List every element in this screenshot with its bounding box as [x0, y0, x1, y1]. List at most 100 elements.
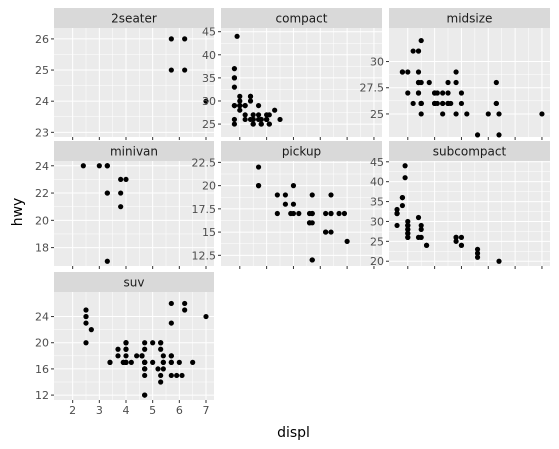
data-point — [179, 372, 185, 379]
data-point — [458, 90, 465, 96]
data-point — [158, 340, 164, 346]
data-point — [415, 48, 422, 54]
data-point — [274, 192, 280, 198]
data-point — [115, 353, 121, 359]
data-point — [277, 116, 283, 123]
data-point — [496, 132, 502, 138]
data-point — [118, 204, 124, 210]
data-point — [445, 90, 451, 96]
data-point — [453, 238, 459, 244]
panel-background — [389, 161, 550, 266]
data-point — [182, 300, 188, 307]
y-tick-label: 18 — [35, 242, 49, 255]
data-point — [234, 33, 240, 39]
data-point — [394, 210, 400, 217]
y-tick-label: 25 — [370, 108, 384, 121]
y-tick-label: 20 — [35, 337, 49, 350]
facet-label: subcompact — [433, 145, 507, 159]
data-point — [405, 222, 411, 229]
data-point — [237, 107, 243, 113]
data-point — [445, 100, 451, 107]
facet-minivan: minivan 18 20 22 24 — [35, 141, 214, 269]
data-point — [474, 250, 481, 256]
data-point — [415, 69, 422, 75]
data-point — [405, 234, 411, 240]
facet-compact: compact 25 30 35 40 45 — [202, 8, 382, 140]
data-point — [123, 340, 129, 346]
y-tick-label: 45 — [370, 156, 384, 169]
y-tick-label: 24 — [35, 311, 49, 324]
data-point — [142, 372, 148, 379]
data-point — [160, 366, 166, 372]
data-point — [123, 359, 129, 365]
facet-strip — [54, 8, 214, 28]
data-point — [255, 112, 262, 118]
data-point — [231, 121, 238, 127]
gridlines — [221, 28, 382, 137]
data-point — [83, 320, 89, 326]
data-point — [405, 226, 411, 233]
data-point — [328, 210, 334, 217]
data-point — [255, 183, 262, 189]
data-point — [274, 210, 280, 217]
y-tick-label: 17.5 — [192, 203, 217, 216]
data-point — [336, 210, 342, 217]
y-tick-label: 24 — [35, 95, 49, 108]
data-point — [415, 90, 422, 96]
data-point — [155, 366, 161, 372]
data-point — [266, 121, 272, 127]
data-point — [309, 257, 315, 263]
data-point — [203, 98, 209, 104]
data-point — [445, 79, 451, 86]
data-point — [139, 353, 145, 359]
data-point — [405, 90, 411, 96]
y-tick-label: 25 — [35, 64, 49, 77]
data-point — [83, 307, 89, 313]
data-point — [255, 116, 262, 123]
data-point — [485, 111, 491, 117]
data-point — [290, 201, 297, 207]
data-point — [341, 210, 348, 217]
x-tick-label: 3 — [96, 404, 103, 417]
data-point — [160, 353, 166, 359]
data-point — [493, 100, 499, 107]
data-point — [496, 111, 502, 117]
data-point — [158, 372, 164, 379]
data-point — [399, 202, 406, 209]
data-point — [423, 242, 430, 248]
y-tick-label: 26 — [35, 33, 49, 46]
data-points — [231, 33, 283, 127]
facet-panels: 2seater23242526compact2530354045midsize2… — [35, 8, 550, 417]
data-point — [142, 392, 148, 398]
data-point — [104, 258, 110, 264]
data-point — [247, 98, 254, 104]
data-point — [182, 67, 188, 73]
data-point — [474, 246, 481, 252]
data-point — [296, 210, 302, 217]
data-point — [328, 229, 334, 235]
data-point — [142, 359, 148, 365]
facet-strip — [389, 8, 550, 28]
data-point — [418, 37, 424, 44]
data-point — [118, 176, 124, 183]
data-point — [282, 192, 288, 198]
data-point — [418, 100, 424, 107]
facet-pickup: pickup 12.5 15 17.5 20 22.5 — [192, 141, 382, 269]
data-point — [88, 327, 94, 333]
data-point — [250, 112, 256, 118]
data-point — [440, 90, 446, 96]
panel-background — [221, 28, 382, 137]
panel-background — [221, 161, 382, 266]
data-point — [104, 163, 110, 169]
data-point — [150, 359, 156, 365]
data-point — [123, 353, 129, 359]
data-point — [83, 340, 89, 346]
data-point — [440, 111, 446, 117]
data-point — [426, 79, 432, 86]
data-point — [237, 98, 243, 104]
y-tick-label: 25 — [202, 118, 216, 131]
data-point — [242, 116, 248, 123]
panel-background — [389, 28, 550, 137]
data-point — [290, 183, 297, 189]
data-point — [158, 379, 164, 385]
